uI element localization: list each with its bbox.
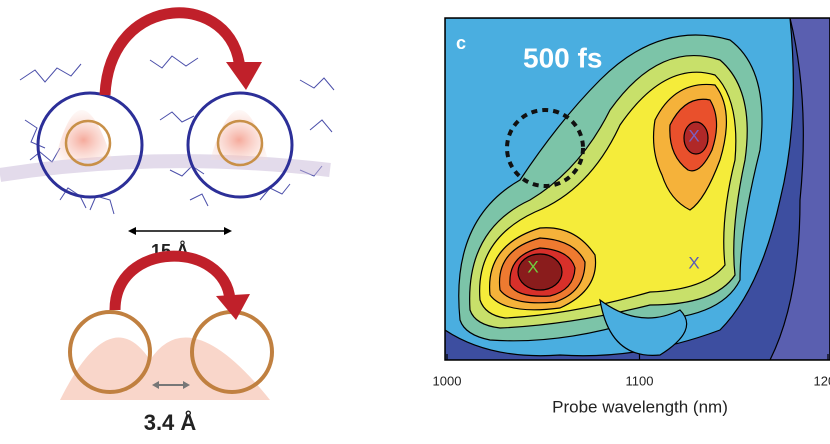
x-tick-label: 1000 (433, 373, 462, 388)
bottom-dimer (60, 256, 272, 400)
marker: X (688, 253, 699, 272)
annotation: 500 fs (523, 42, 602, 73)
panel-label: c (456, 33, 466, 53)
top-dimer (0, 13, 334, 235)
x-tick-label: 1100 (626, 373, 654, 388)
x-axis-label: Probe wavelength (nm) (552, 397, 728, 416)
contour-map (445, 18, 830, 360)
distance-label: 3.4 Å (144, 409, 197, 435)
x-tick-label: 1200 (814, 373, 830, 388)
marker: X (527, 257, 538, 276)
figure: 15 Å 3.4 Å c 500 fs Probe wavelength (nm… (0, 0, 830, 444)
marker: X (688, 126, 699, 145)
